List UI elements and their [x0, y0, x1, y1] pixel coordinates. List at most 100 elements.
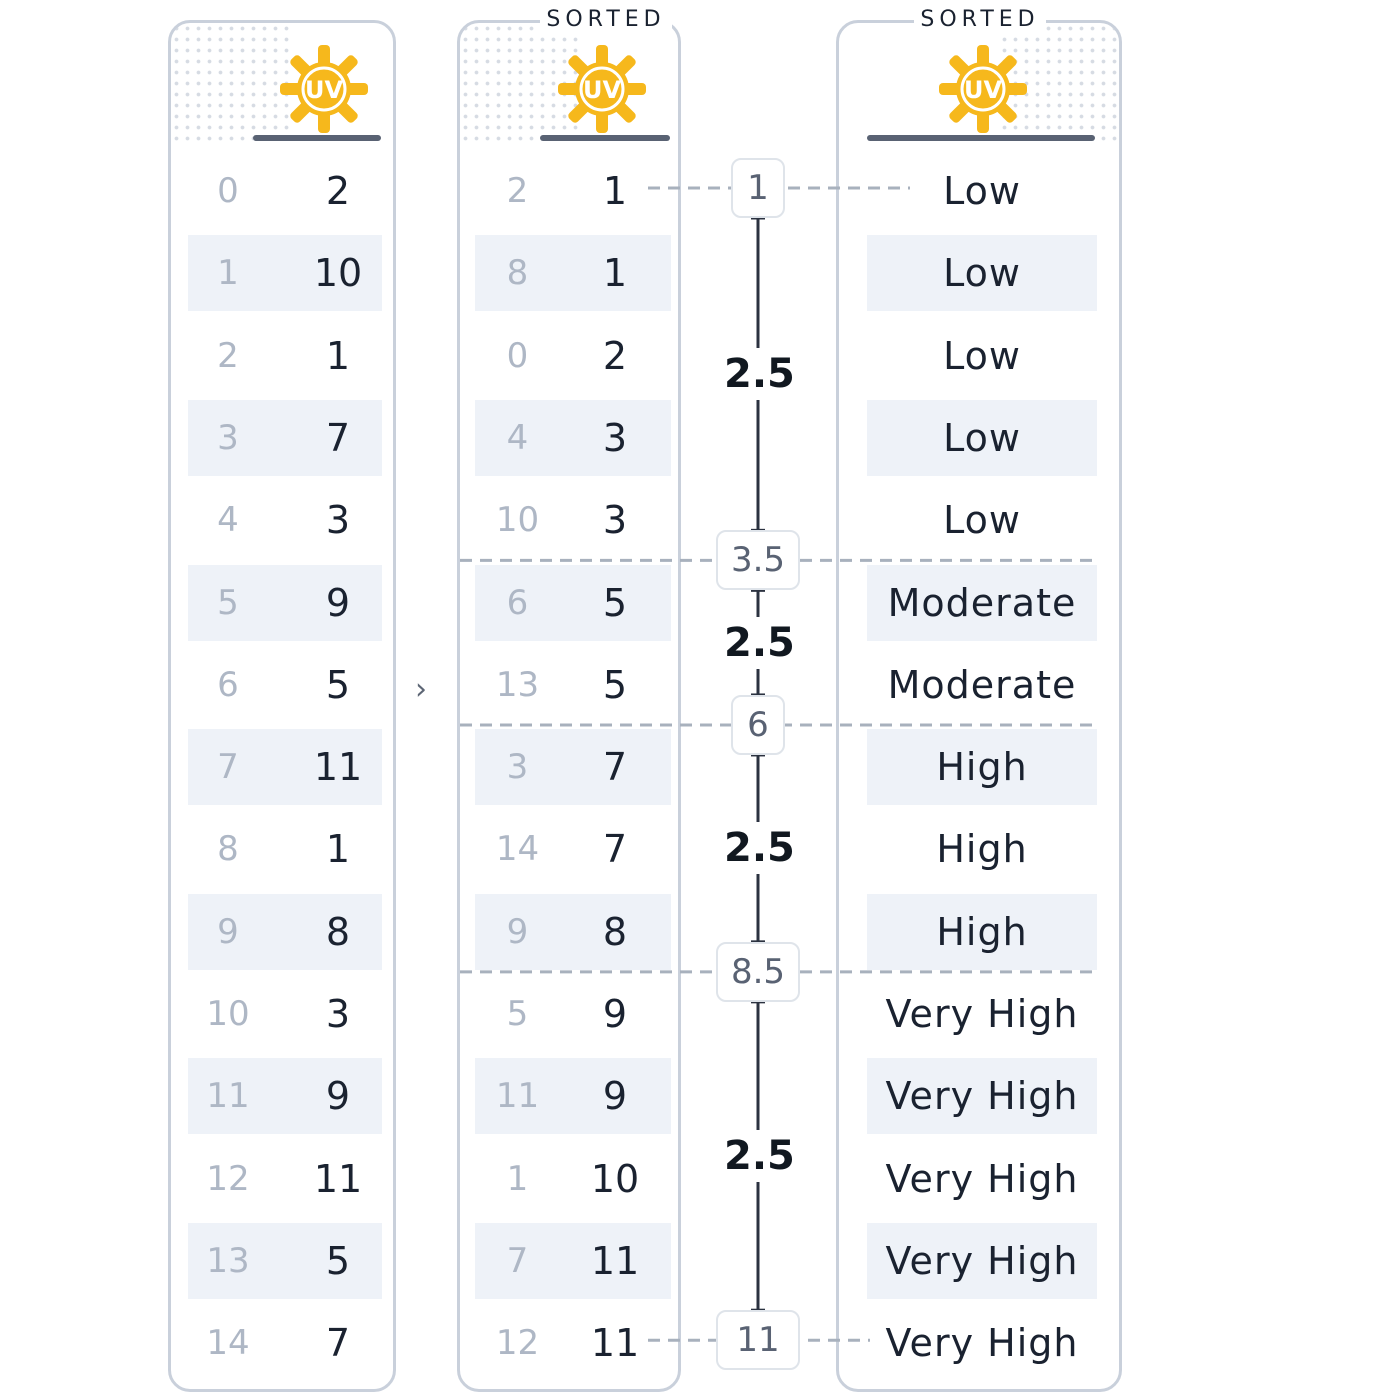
- table-row: Very High: [867, 1305, 1097, 1381]
- category-label: Moderate: [887, 662, 1077, 707]
- uv-icon-label: UV: [305, 76, 343, 104]
- row-index: 6: [506, 582, 529, 623]
- table-row: Moderate: [867, 647, 1097, 723]
- row-index: 8: [217, 829, 239, 870]
- row-index: 4: [506, 417, 529, 458]
- uv-value: 10: [590, 1156, 640, 1201]
- row-index: 1: [506, 1158, 529, 1199]
- bin-width-label: 2.5: [724, 616, 795, 669]
- category-label: Low: [943, 169, 1021, 213]
- row-index: 5: [217, 582, 239, 623]
- uv-value: 5: [602, 662, 628, 707]
- row-index: 1: [217, 253, 239, 294]
- table-row: Very High: [867, 1058, 1097, 1135]
- row-index: 9: [506, 911, 529, 952]
- row-index: 3: [506, 747, 529, 788]
- uv-value: 8: [325, 909, 351, 954]
- row-index: 6: [217, 664, 239, 705]
- original-data-panel: UV 0 2 1 10 2 1 3 7 4 3 5 9 6 5 7 11 8 1 9 8 10 3 11 9 12 11 13 5 14…: [168, 20, 396, 1392]
- table-row: Very High: [867, 976, 1097, 1052]
- uv-value: 5: [602, 580, 628, 625]
- category-label: High: [936, 745, 1028, 790]
- row-index: 14: [206, 1323, 250, 1364]
- category-panel: UV Low Low Low Low Low Moderate Moderate High Hi…: [836, 20, 1122, 1392]
- row-index: 9: [217, 911, 239, 952]
- category-label: High: [936, 909, 1028, 954]
- uv-value: 2: [325, 169, 351, 213]
- table-row: 14 7: [475, 811, 671, 887]
- uv-value: 7: [602, 745, 628, 790]
- header-underline: [253, 135, 381, 141]
- uv-value: 5: [325, 1238, 351, 1283]
- table-row: Low: [867, 482, 1097, 558]
- table-row: 11 9: [475, 1058, 671, 1135]
- row-index: 2: [506, 171, 529, 211]
- row-index: 10: [206, 994, 250, 1034]
- row-index: 13: [495, 664, 540, 705]
- uv-value: 9: [602, 1074, 628, 1119]
- uv-value: 8: [602, 909, 628, 954]
- row-index: 12: [206, 1158, 250, 1199]
- header-underline: [867, 135, 1095, 141]
- category-label: Very High: [885, 992, 1079, 1036]
- table-row: Low: [867, 153, 1097, 229]
- table-row: Low: [867, 318, 1097, 394]
- header-underline: [540, 135, 670, 141]
- uv-value: 10: [313, 251, 363, 296]
- table-row: 10 3: [188, 976, 382, 1052]
- table-row: 11 9: [188, 1058, 382, 1135]
- bin-width-label: 2.5: [724, 348, 795, 401]
- uv-value: 9: [325, 1074, 351, 1119]
- category-label: Low: [943, 498, 1021, 543]
- table-row: High: [867, 811, 1097, 887]
- uv-value: 2: [602, 333, 628, 378]
- category-label: Low: [943, 333, 1021, 378]
- uv-value: 1: [602, 251, 628, 296]
- table-row: Low: [867, 235, 1097, 312]
- uv-sun-icon: UV: [556, 43, 648, 135]
- uv-value: 7: [602, 827, 628, 872]
- row-index: 0: [217, 171, 239, 211]
- row-index: 0: [506, 335, 529, 376]
- uv-value: 11: [313, 745, 363, 790]
- uv-sun-icon: UV: [278, 43, 370, 135]
- table-row: Very High: [867, 1222, 1097, 1299]
- row-index: 11: [495, 1076, 540, 1117]
- table-row: 13 5: [188, 1222, 382, 1299]
- table-row: 7 11: [188, 729, 382, 806]
- category-label: Very High: [885, 1321, 1079, 1366]
- uv-value: 11: [313, 1156, 363, 1201]
- table-row: High: [867, 893, 1097, 970]
- table-row: 1 10: [475, 1141, 671, 1217]
- uv-value: 5: [325, 662, 351, 707]
- table-row: 10 3: [475, 482, 671, 558]
- sorted-tag: SORTED: [914, 4, 1046, 36]
- uv-value: 1: [325, 827, 351, 872]
- row-index: 8: [506, 253, 529, 294]
- row-index: 5: [506, 994, 529, 1034]
- uv-value: 3: [325, 992, 351, 1036]
- table-row: 1 10: [188, 235, 382, 312]
- row-index: 11: [206, 1076, 250, 1117]
- table-row: Moderate: [867, 564, 1097, 641]
- uv-value: 7: [325, 415, 351, 460]
- row-index: 3: [217, 417, 239, 458]
- bin-width-label: 2.5: [724, 1130, 795, 1183]
- uv-sun-icon: UV: [937, 43, 1029, 135]
- table-row: 14 7: [188, 1305, 382, 1381]
- uv-value: 3: [325, 498, 351, 543]
- row-index: 13: [206, 1240, 250, 1281]
- category-label: Very High: [885, 1156, 1079, 1201]
